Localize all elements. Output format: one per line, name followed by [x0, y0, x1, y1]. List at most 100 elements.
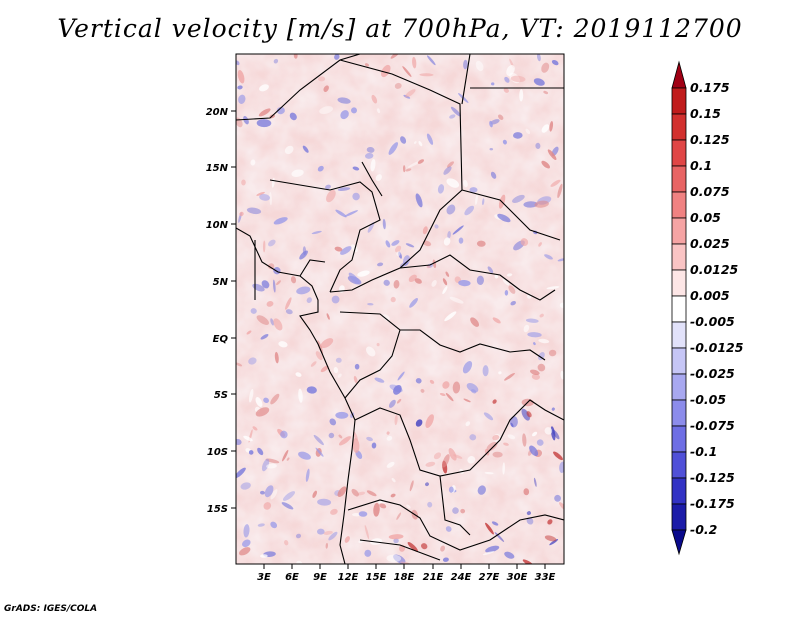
field-speckle	[444, 311, 457, 322]
field-speckle	[437, 184, 445, 194]
field-speckle	[494, 532, 505, 542]
field-speckle	[353, 375, 358, 384]
field-speckle	[364, 63, 370, 67]
lat-tick-15n: 15N	[206, 163, 229, 174]
field-speckle	[483, 412, 494, 421]
field-speckle	[429, 379, 435, 384]
field-speckle	[554, 494, 561, 502]
field-speckle	[351, 107, 357, 114]
field-speckle	[375, 174, 382, 182]
colorbar-label: -0.0125	[690, 340, 744, 355]
field-speckle	[532, 431, 538, 437]
field-speckle	[257, 523, 265, 527]
colorbar-label: -0.125	[690, 470, 735, 485]
field-speckle	[315, 351, 323, 361]
field-speckle	[328, 531, 338, 541]
field-speckle	[331, 295, 340, 304]
field-speckle	[270, 393, 280, 405]
field-speckle	[335, 209, 347, 218]
field-speckle	[526, 411, 532, 418]
colorbar-label: 0.05	[690, 210, 721, 225]
field-speckle	[417, 159, 425, 164]
lat-tick-eq: EQ	[213, 334, 229, 345]
field-speckle	[443, 237, 451, 246]
field-speckle	[504, 372, 515, 381]
field-speckle	[458, 279, 471, 287]
lat-tick-5s: 5S	[214, 390, 228, 401]
field-speckle	[497, 213, 511, 223]
field-speckle	[344, 536, 350, 543]
latitude-axis: 20N 15N 10N 5N EQ 5S 10S 15S	[206, 107, 236, 515]
grads-credit: GrADS: IGES/COLA	[4, 604, 98, 614]
field-speckle	[318, 76, 326, 82]
colorbar-swatch	[671, 503, 687, 531]
field-speckle	[395, 245, 402, 253]
field-speckle	[446, 204, 456, 215]
field-speckle	[352, 166, 360, 171]
field-speckle	[340, 110, 349, 120]
field-speckle	[256, 119, 272, 128]
field-speckle	[434, 224, 439, 229]
field-speckle	[337, 187, 351, 191]
field-speckle	[442, 381, 450, 389]
field-speckle	[354, 363, 360, 370]
field-speckle	[475, 194, 478, 205]
field-speckle	[374, 377, 385, 383]
colorbar-swatch	[671, 451, 687, 479]
field-speckle	[381, 64, 391, 78]
field-speckle	[504, 290, 509, 296]
field-speckle	[351, 488, 359, 497]
colorbar-swatch	[671, 399, 687, 427]
field-speckle	[289, 112, 297, 121]
field-speckle	[366, 436, 373, 442]
field-speckle	[523, 201, 538, 208]
field-speckle	[386, 461, 395, 468]
field-speckle	[328, 432, 335, 439]
field-speckle	[260, 334, 269, 340]
field-speckle	[557, 183, 563, 199]
colorbar-label: 0.125	[690, 132, 730, 147]
field-speckle	[320, 338, 334, 349]
field-speckle	[310, 361, 317, 367]
field-speckle	[536, 439, 544, 446]
field-speckle	[526, 517, 534, 525]
field-speckle	[476, 275, 485, 285]
field-speckle	[276, 106, 285, 115]
field-speckle	[426, 55, 436, 66]
field-speckle	[407, 161, 421, 168]
field-speckle	[509, 416, 518, 428]
field-speckle	[237, 85, 243, 90]
field-speckle	[264, 485, 274, 498]
field-speckle	[370, 158, 376, 172]
field-speckle	[305, 468, 310, 482]
field-speckle	[240, 482, 251, 490]
lon-tick-3e: 3E	[257, 572, 271, 583]
colorbar-swatch	[671, 243, 687, 271]
field-speckle	[536, 54, 541, 62]
field-speckle	[272, 279, 276, 293]
field-speckle	[394, 82, 402, 89]
field-speckle	[258, 108, 271, 117]
field-speckle	[513, 132, 523, 139]
field-speckle	[449, 296, 464, 304]
field-speckle	[467, 456, 476, 464]
colorbar: 0.175 0.15 0.125 0.1 0.075 0.05 0.025 0.…	[671, 60, 744, 556]
colorbar-swatch	[671, 60, 687, 89]
field-speckle	[544, 427, 553, 435]
field-speckle	[393, 538, 399, 544]
field-speckle	[261, 458, 270, 472]
field-speckle	[248, 388, 254, 403]
lat-tick-15s: 15S	[207, 504, 228, 515]
field-speckle	[484, 471, 494, 475]
field-speckle	[278, 341, 288, 348]
field-speckle	[376, 343, 380, 347]
field-speckle	[270, 521, 278, 529]
field-speckle	[425, 461, 436, 467]
lat-tick-5n: 5N	[213, 277, 229, 288]
field-speckle	[489, 120, 493, 128]
map-frame	[235, 53, 565, 565]
field-speckle	[295, 372, 302, 377]
field-speckle	[458, 237, 464, 244]
field-speckle	[296, 286, 311, 295]
field-speckle	[409, 298, 418, 308]
